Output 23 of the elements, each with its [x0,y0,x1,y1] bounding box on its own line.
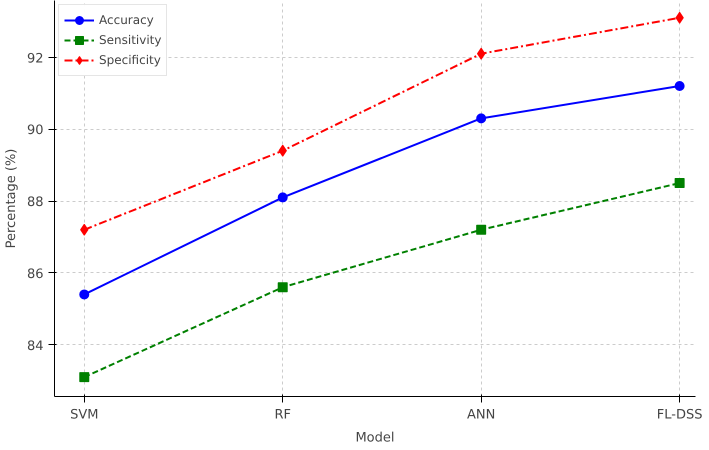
point [79,289,90,300]
legend-label: Sensitivity [99,33,162,47]
point [675,12,684,24]
y-axis-title: Percentage (%) [4,148,19,248]
point [278,282,288,292]
point [674,178,685,188]
x-tick-label: FL-DSS [656,408,702,422]
legend-label: Accuracy [99,13,154,27]
x-tick-label: ANN [467,408,496,422]
x-tick-label: SVM [70,408,98,422]
x-tick-label: RF [274,408,291,422]
point [278,192,288,202]
y-tick-label: 86 [26,266,44,282]
point [476,224,486,235]
y-tick-label: 92 [26,51,44,66]
legend-label: Specificity [99,53,161,67]
y-tick-label: 90 [26,123,44,138]
point [674,81,685,92]
y-tick-label: 84 [26,338,44,354]
point [476,113,486,124]
x-axis-title: Model [355,430,395,446]
point [79,372,90,382]
y-tick-label: 88 [26,195,44,210]
